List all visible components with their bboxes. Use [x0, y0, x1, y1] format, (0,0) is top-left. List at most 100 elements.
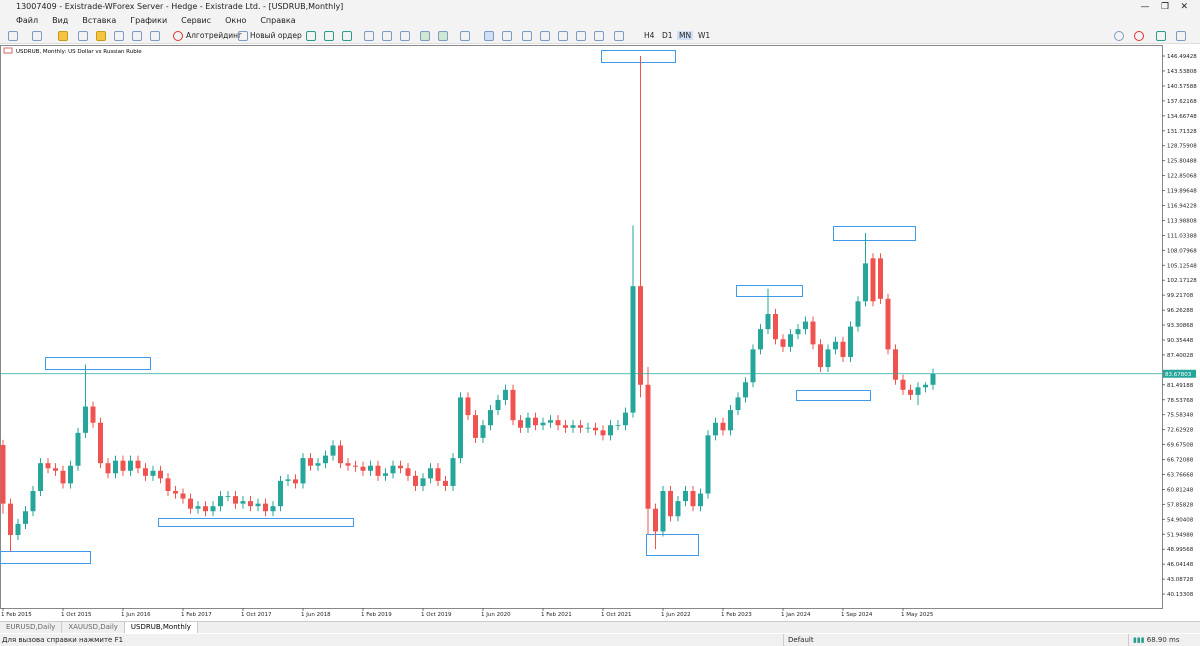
algo-icon[interactable] — [173, 31, 183, 41]
tool-icon[interactable] — [96, 31, 106, 41]
candle-body — [83, 406, 88, 433]
tool-icon[interactable] — [132, 31, 142, 41]
candle-body — [435, 468, 441, 481]
tool-icon[interactable] — [614, 31, 624, 41]
new-order-button[interactable]: Новый ордер — [250, 31, 302, 40]
tool-icon[interactable] — [32, 31, 42, 41]
y-tick-label: 51.94988 — [1167, 532, 1194, 538]
title-bar: 13007409 - Existrade-WForex Server - Hed… — [0, 0, 1200, 14]
candle-body — [443, 480, 448, 486]
notifications-icon[interactable] — [1134, 31, 1144, 41]
annotation-box[interactable] — [796, 390, 871, 401]
y-tick-label: 63.76668 — [1167, 472, 1194, 478]
period-button[interactable]: MN — [677, 31, 694, 40]
tool-icon[interactable] — [114, 31, 124, 41]
candle-body — [788, 334, 793, 347]
y-tick-label: 125.80488 — [1167, 159, 1197, 165]
candle-body — [345, 463, 351, 466]
y-tick-label: 60.81248 — [1167, 487, 1194, 493]
tool-icon[interactable] — [382, 31, 392, 41]
tool-icon[interactable] — [558, 31, 568, 41]
candle-body — [795, 329, 801, 335]
tool-icon[interactable] — [594, 31, 604, 41]
tool-icon[interactable] — [342, 31, 352, 41]
signal-icon[interactable] — [1156, 31, 1166, 41]
tool-icon[interactable] — [438, 31, 448, 41]
tool-icon[interactable] — [364, 31, 374, 41]
candle-body — [833, 341, 838, 350]
algo-trading-button[interactable]: Алготрейдинг — [186, 31, 242, 40]
y-tick-label: 87.40028 — [1167, 353, 1194, 359]
annotation-box[interactable] — [158, 518, 354, 527]
tool-icon[interactable] — [460, 31, 470, 41]
tool-icon[interactable] — [150, 31, 160, 41]
candle-body — [900, 379, 906, 390]
period-button[interactable]: W1 — [698, 31, 711, 40]
annotation-box[interactable] — [736, 285, 803, 297]
candle-body — [623, 412, 628, 426]
y-tick-label: 113.98808 — [1167, 218, 1197, 224]
menu-item[interactable]: Сервис — [181, 16, 212, 25]
candle-body — [465, 397, 471, 416]
chart-tab[interactable]: USDRUB,Monthly — [124, 622, 198, 633]
menu-item[interactable]: Справка — [260, 16, 296, 25]
candle-body — [720, 422, 726, 431]
tool-icon[interactable] — [576, 31, 586, 41]
tool-icon[interactable] — [522, 31, 532, 41]
candle-body — [360, 466, 366, 471]
annotation-boxes — [0, 50, 916, 564]
search-icon[interactable] — [1114, 31, 1124, 41]
annotation-box[interactable] — [646, 534, 699, 556]
y-tick-label: 40.13308 — [1167, 592, 1194, 598]
window-controls[interactable]: — ❐ ✕ — [1140, 2, 1189, 12]
chart-tabs: EURUSD,Daily XAUUSD,Daily USDRUB,Monthly — [0, 621, 1200, 633]
menu-item[interactable]: Окно — [225, 16, 247, 25]
candle-body — [825, 349, 831, 368]
tool-icon[interactable] — [324, 31, 334, 41]
tool-icon[interactable] — [58, 31, 68, 41]
period-button[interactable]: H4 — [644, 31, 655, 40]
candle-body — [270, 506, 276, 512]
annotation-box[interactable] — [601, 50, 676, 63]
annotation-box[interactable] — [833, 226, 916, 241]
candle-body — [248, 501, 253, 507]
candle-body — [233, 496, 238, 504]
menu-item[interactable]: Вид — [52, 16, 69, 25]
candle-body — [218, 496, 223, 507]
tool-icon[interactable] — [306, 31, 316, 41]
menu-item[interactable]: Графики — [130, 16, 168, 25]
order-icon[interactable] — [238, 31, 248, 41]
x-tick-label: 1 Oct 2021 — [601, 612, 632, 618]
period-button[interactable]: D1 — [662, 31, 673, 40]
tool-icon[interactable] — [400, 31, 410, 41]
candle-body — [323, 455, 328, 464]
annotation-box[interactable] — [45, 357, 151, 370]
menu-item[interactable]: Вставка — [82, 16, 117, 25]
tool-icon[interactable] — [420, 31, 430, 41]
tool-icon[interactable] — [484, 31, 494, 41]
y-tick-label: 137.62168 — [1167, 99, 1197, 105]
candle-body — [390, 465, 396, 474]
y-tick-label: 131.71328 — [1167, 129, 1197, 135]
chart-tab[interactable]: EURUSD,Daily — [0, 622, 63, 633]
candle-body — [870, 258, 876, 302]
candle-body — [240, 501, 246, 504]
annotation-box[interactable] — [0, 551, 91, 564]
chart-tab[interactable]: XAUUSD,Daily — [62, 622, 125, 633]
tool-icon[interactable] — [540, 31, 550, 41]
candle-body — [480, 425, 486, 438]
candle-body — [165, 478, 171, 492]
candle-body — [698, 493, 703, 507]
y-tick-label: 134.66748 — [1167, 114, 1197, 120]
candle-body — [893, 349, 898, 380]
candle-body — [420, 478, 426, 486]
tool-icon[interactable] — [8, 31, 18, 41]
toolbar: Алготрейдинг Новый ордер H4 D1 MN W1 — [0, 28, 1200, 44]
status-profile: Default — [783, 634, 814, 646]
candle-body — [158, 470, 163, 479]
account-icon[interactable] — [1176, 31, 1186, 41]
tool-icon[interactable] — [78, 31, 88, 41]
menu-item[interactable]: Файл — [16, 16, 39, 25]
tool-icon[interactable] — [502, 31, 512, 41]
candle-body — [863, 263, 868, 302]
